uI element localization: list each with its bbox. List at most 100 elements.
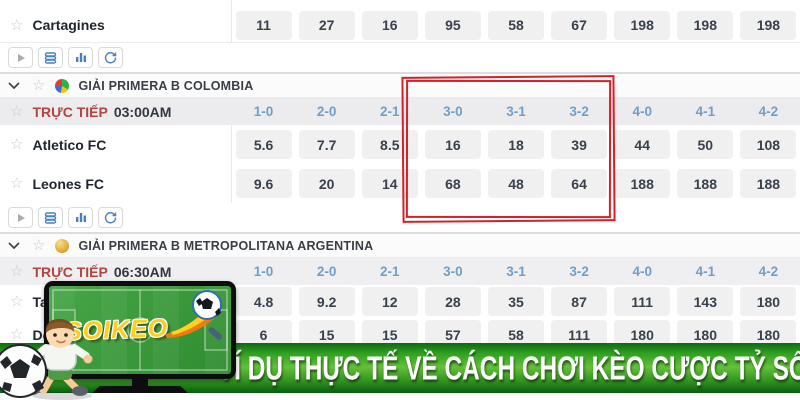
odds-cell[interactable]: 39 [551, 130, 608, 159]
refresh-icon [104, 212, 117, 224]
league-header-argentina[interactable]: ☆ GIẢI PRIMERA B METROPOLITANA ARGENTINA [0, 232, 800, 258]
odds-cell[interactable]: 8.5 [361, 130, 418, 159]
chevron-down-icon[interactable] [8, 242, 20, 250]
odds-row: 4.8 9.2 12 28 35 87 111 143 180 [232, 285, 800, 318]
odds-cell[interactable]: 188 [677, 169, 734, 198]
score-column-header: 2-1 [380, 104, 400, 119]
odds-cell[interactable]: 111 [614, 287, 671, 316]
odds-cell[interactable]: 180 [740, 287, 797, 316]
odds-cell[interactable]: 87 [551, 287, 608, 316]
odds-cell[interactable]: 64 [551, 169, 608, 198]
team-name: Atletico FC [32, 136, 107, 153]
match-toolbar [0, 43, 800, 72]
score-column-header: 3-0 [443, 264, 463, 279]
odds-cell[interactable]: 9.2 [298, 287, 355, 316]
play-button[interactable] [8, 47, 33, 68]
odds-cell[interactable]: 28 [424, 287, 481, 316]
score-column-header: 2-0 [316, 104, 337, 119]
league-title: GIẢI PRIMERA B COLOMBIA [78, 78, 254, 93]
score-column-header: 1-0 [253, 104, 274, 119]
score-column-header: 3-0 [443, 104, 463, 119]
score-columns: 1-0 2-0 2-1 3-0 3-1 3-2 4-0 4-1 4-2 [232, 98, 800, 125]
live-cell: ☆ TRỰC TIẾP 03:00AM [0, 98, 232, 125]
odds-cell[interactable]: 50 [677, 130, 734, 159]
odds-cell[interactable]: 14 [361, 169, 418, 198]
score-columns: 1-0 2-0 2-1 3-0 3-1 3-2 4-0 4-1 4-2 [232, 258, 800, 285]
odds-cell[interactable]: 18 [487, 130, 544, 159]
odds-cell[interactable]: 180 [614, 320, 671, 349]
odds-cell[interactable]: 198 [614, 10, 671, 40]
score-column-header: 4-1 [695, 104, 716, 119]
odds-cell[interactable]: 198 [740, 10, 797, 40]
refresh-button[interactable] [98, 47, 123, 68]
favorite-star-icon[interactable]: ☆ [10, 293, 24, 310]
league-header-colombia[interactable]: ☆ GIẢI PRIMERA B COLOMBIA [0, 72, 800, 98]
odds-cell[interactable]: 48 [487, 169, 544, 198]
favorite-star-icon[interactable]: ☆ [10, 175, 24, 192]
odds-row: 5.6 7.7 8.5 16 18 39 44 50 108 [232, 125, 800, 164]
tv-screen: SOIKEO [49, 286, 231, 374]
odds-cell[interactable]: 58 [487, 10, 544, 40]
team-cell [0, 0, 232, 8]
odds-cell[interactable]: 68 [424, 169, 481, 198]
statistics-button[interactable] [68, 207, 93, 228]
refresh-icon [104, 52, 117, 64]
odds-view-button[interactable] [38, 207, 63, 228]
odds-cell[interactable]: 27 [298, 10, 355, 40]
table-row: ☆ Leones FC 9.6 20 14 68 48 64 188 188 188 [0, 164, 800, 203]
odds-cell[interactable]: 11 [235, 10, 292, 40]
odds-cell[interactable]: 108 [740, 130, 797, 159]
odds-cell[interactable]: 44 [614, 130, 671, 159]
odds-cell[interactable]: 35 [487, 287, 544, 316]
odds-cell[interactable]: 16 [424, 130, 481, 159]
live-label: TRỰC TIẾP [32, 263, 108, 280]
odds-cell[interactable]: 143 [677, 287, 734, 316]
score-column-header: 4-1 [695, 264, 716, 279]
odds-row: 9.6 20 14 68 48 64 188 188 188 [232, 164, 800, 203]
odds-cell[interactable]: 9.6 [235, 169, 292, 198]
play-button[interactable] [8, 207, 33, 228]
odds-cell[interactable]: 188 [614, 169, 671, 198]
team-cell: ☆ Leones FC [0, 164, 232, 203]
favorite-star-icon[interactable]: ☆ [10, 263, 24, 280]
odds-cell[interactable]: 7.7 [298, 130, 355, 159]
table-row-partial [0, 0, 800, 8]
favorite-star-icon[interactable]: ☆ [10, 136, 24, 153]
play-icon [17, 53, 25, 62]
odds-cell[interactable]: 67 [551, 10, 608, 40]
score-column-header: 4-0 [632, 264, 652, 279]
play-icon [17, 213, 25, 222]
odds-view-button[interactable] [38, 47, 63, 68]
caption-text: VÍ DỤ THỰC TẾ VỀ CÁCH CHƠI KÈO CƯỢC TỶ S… [217, 348, 800, 387]
odds-cell[interactable]: 198 [677, 10, 734, 40]
odds-cell[interactable]: 4.8 [235, 287, 292, 316]
score-column-header: 2-0 [316, 264, 337, 279]
odds-cell[interactable]: 5.6 [235, 130, 292, 159]
soccer-ball-icon [0, 344, 47, 398]
table-row: ☆ Atletico FC 5.6 7.7 8.5 16 18 39 44 50 108 [0, 125, 800, 164]
odds-row [232, 0, 800, 8]
favorite-star-icon[interactable]: ☆ [32, 237, 46, 254]
odds-cell[interactable]: 188 [740, 169, 797, 198]
flaming-ball-icon [165, 290, 223, 340]
team-name: Leones FC [32, 175, 105, 192]
chevron-down-icon[interactable] [8, 82, 20, 90]
odds-cell[interactable]: 16 [361, 10, 418, 40]
tv-stand-neck [132, 379, 148, 386]
live-cell: ☆ TRỰC TIẾP 06:30AM [0, 258, 232, 285]
score-column-header: 3-1 [506, 264, 526, 279]
statistics-button[interactable] [68, 47, 93, 68]
refresh-button[interactable] [98, 207, 123, 228]
stack-icon [44, 211, 57, 224]
score-column-header: 3-1 [506, 104, 526, 119]
favorite-star-icon[interactable]: ☆ [32, 77, 46, 94]
league-ball-icon [55, 78, 70, 93]
odds-cell[interactable]: 95 [424, 10, 481, 40]
score-column-header: 3-2 [569, 264, 589, 279]
score-column-header: 2-1 [380, 264, 400, 279]
favorite-star-icon[interactable]: ☆ [10, 326, 24, 343]
favorite-star-icon[interactable]: ☆ [10, 16, 24, 34]
odds-cell[interactable]: 20 [298, 169, 355, 198]
odds-cell[interactable]: 12 [361, 287, 418, 316]
favorite-star-icon[interactable]: ☆ [10, 103, 24, 120]
